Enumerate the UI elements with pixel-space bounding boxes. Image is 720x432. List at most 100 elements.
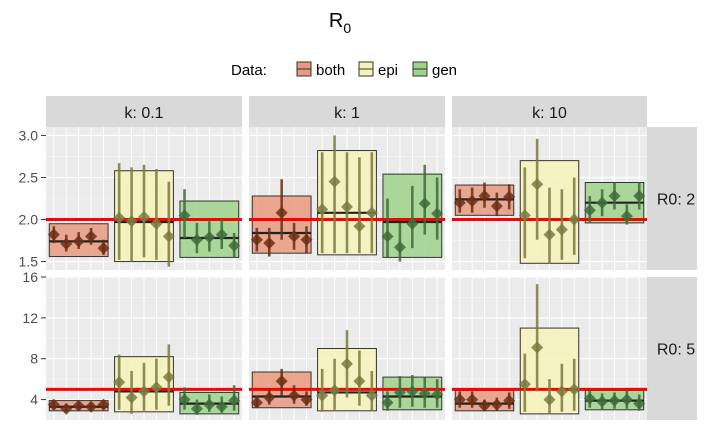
point-1-1-gen-4 — [431, 388, 444, 401]
point-1-1-both-0 — [250, 396, 263, 409]
point-1-2-epi-4 — [568, 383, 581, 396]
point-0-0-epi-3 — [150, 217, 163, 230]
point-0-2-epi-1 — [531, 178, 544, 191]
point-1-0-both-3 — [85, 400, 98, 413]
point-0-2-epi-3 — [555, 223, 568, 236]
point-1-2-epi-1 — [531, 341, 544, 354]
y-tick-label-1-1: 8 — [30, 351, 38, 367]
point-0-1-both-0 — [250, 233, 263, 246]
point-0-2-both-3 — [490, 200, 503, 213]
point-0-2-gen-3 — [620, 210, 633, 223]
point-1-1-both-3 — [288, 389, 301, 402]
point-1-1-both-1 — [263, 391, 276, 404]
point-0-0-epi-4 — [162, 230, 175, 243]
point-0-2-both-4 — [503, 190, 516, 203]
point-0-1-epi-4 — [365, 206, 378, 219]
point-0-0-gen-2 — [203, 231, 216, 244]
chart-title-subscript: 0 — [343, 20, 351, 36]
col-strip-label-1: k: 1 — [334, 105, 360, 122]
point-1-2-both-1 — [466, 393, 479, 406]
point-0-1-epi-0 — [316, 203, 329, 216]
point-0-2-both-2 — [478, 189, 491, 202]
point-1-0-epi-3 — [150, 381, 163, 394]
point-1-2-gen-0 — [583, 392, 596, 405]
point-1-2-epi-3 — [555, 385, 568, 398]
col-strip-2 — [452, 96, 647, 127]
point-0-0-both-2 — [72, 235, 85, 248]
point-1-1-gen-0 — [381, 396, 394, 409]
point-0-1-epi-1 — [328, 175, 341, 188]
row-strip-label-1: R0: 5 — [657, 342, 695, 359]
col-strip-label-0: k: 0.1 — [124, 105, 163, 122]
point-1-0-both-4 — [97, 398, 110, 411]
point-0-0-both-3 — [85, 230, 98, 243]
y-tick-label-0-3: 3.0 — [19, 127, 39, 143]
row-strip-label-0: R0: 2 — [657, 192, 695, 209]
point-1-0-gen-0 — [178, 393, 191, 406]
legend: Data: both epi gen — [231, 61, 457, 79]
point-1-1-epi-2 — [341, 357, 353, 370]
point-1-0-epi-4 — [162, 371, 175, 384]
point-0-1-epi-2 — [341, 200, 353, 213]
point-0-0-epi-2 — [138, 211, 150, 224]
y-tick-label-0-0: 1.5 — [19, 254, 39, 270]
point-0-2-epi-0 — [518, 209, 531, 222]
point-0-2-both-0 — [453, 196, 466, 209]
row-strip-0 — [647, 127, 697, 270]
y-tick-label-1-2: 12 — [22, 310, 38, 326]
y-tick-label-0-1: 2.0 — [19, 212, 39, 228]
point-1-2-gen-3 — [620, 393, 633, 406]
legend-label-gen: gen — [432, 62, 457, 79]
point-1-0-epi-0 — [113, 376, 126, 389]
point-0-0-gen-1 — [190, 233, 203, 246]
point-0-2-gen-1 — [596, 196, 609, 209]
point-0-2-epi-4 — [568, 213, 581, 226]
point-0-0-epi-0 — [113, 211, 126, 224]
point-0-1-epi-3 — [353, 220, 366, 233]
point-1-2-gen-2 — [608, 394, 621, 407]
point-1-0-epi-1 — [125, 391, 138, 404]
col-strip-label-2: k: 10 — [532, 105, 567, 122]
point-1-2-both-3 — [490, 398, 503, 411]
y-tick-label-0-2: 2.5 — [19, 169, 39, 185]
point-0-1-gen-3 — [418, 197, 431, 210]
chart-title-main: R — [329, 10, 343, 32]
point-1-2-both-0 — [453, 393, 466, 406]
point-1-1-epi-1 — [328, 384, 341, 397]
point-0-1-both-3 — [288, 230, 301, 243]
point-0-2-gen-4 — [633, 189, 646, 202]
point-0-1-gen-4 — [431, 207, 444, 220]
chart-title: R0 — [329, 10, 351, 36]
point-1-1-both-2 — [275, 375, 288, 388]
y-tick-label-1-0: 4 — [30, 392, 38, 408]
point-0-0-both-4 — [97, 242, 110, 255]
legend-title: Data: — [231, 62, 267, 79]
point-0-0-gen-4 — [228, 239, 241, 252]
point-1-0-both-2 — [72, 399, 85, 412]
point-0-1-gen-2 — [406, 217, 419, 230]
point-0-0-gen-3 — [215, 228, 228, 241]
point-1-2-gen-4 — [633, 397, 646, 410]
point-1-2-both-4 — [503, 394, 516, 407]
point-1-2-epi-0 — [518, 378, 531, 391]
point-0-0-both-1 — [60, 237, 73, 250]
legend-label-both: both — [316, 62, 345, 79]
point-0-1-both-2 — [275, 206, 288, 219]
point-0-2-gen-2 — [608, 189, 621, 202]
point-1-2-epi-2 — [543, 393, 556, 406]
point-0-1-gen-1 — [393, 241, 406, 254]
point-0-0-both-0 — [47, 228, 60, 241]
point-1-1-gen-3 — [418, 387, 431, 400]
point-0-2-both-1 — [466, 195, 479, 208]
point-0-0-epi-1 — [125, 215, 138, 228]
point-0-1-both-1 — [263, 237, 276, 250]
row-strip-1 — [647, 277, 697, 420]
point-1-2-gen-1 — [596, 395, 609, 408]
point-1-0-gen-4 — [228, 394, 241, 407]
point-0-2-epi-2 — [543, 228, 556, 241]
point-1-1-gen-1 — [393, 386, 406, 399]
point-0-0-gen-0 — [178, 209, 191, 222]
point-0-2-gen-0 — [583, 204, 596, 217]
legend-label-epi: epi — [378, 62, 398, 79]
